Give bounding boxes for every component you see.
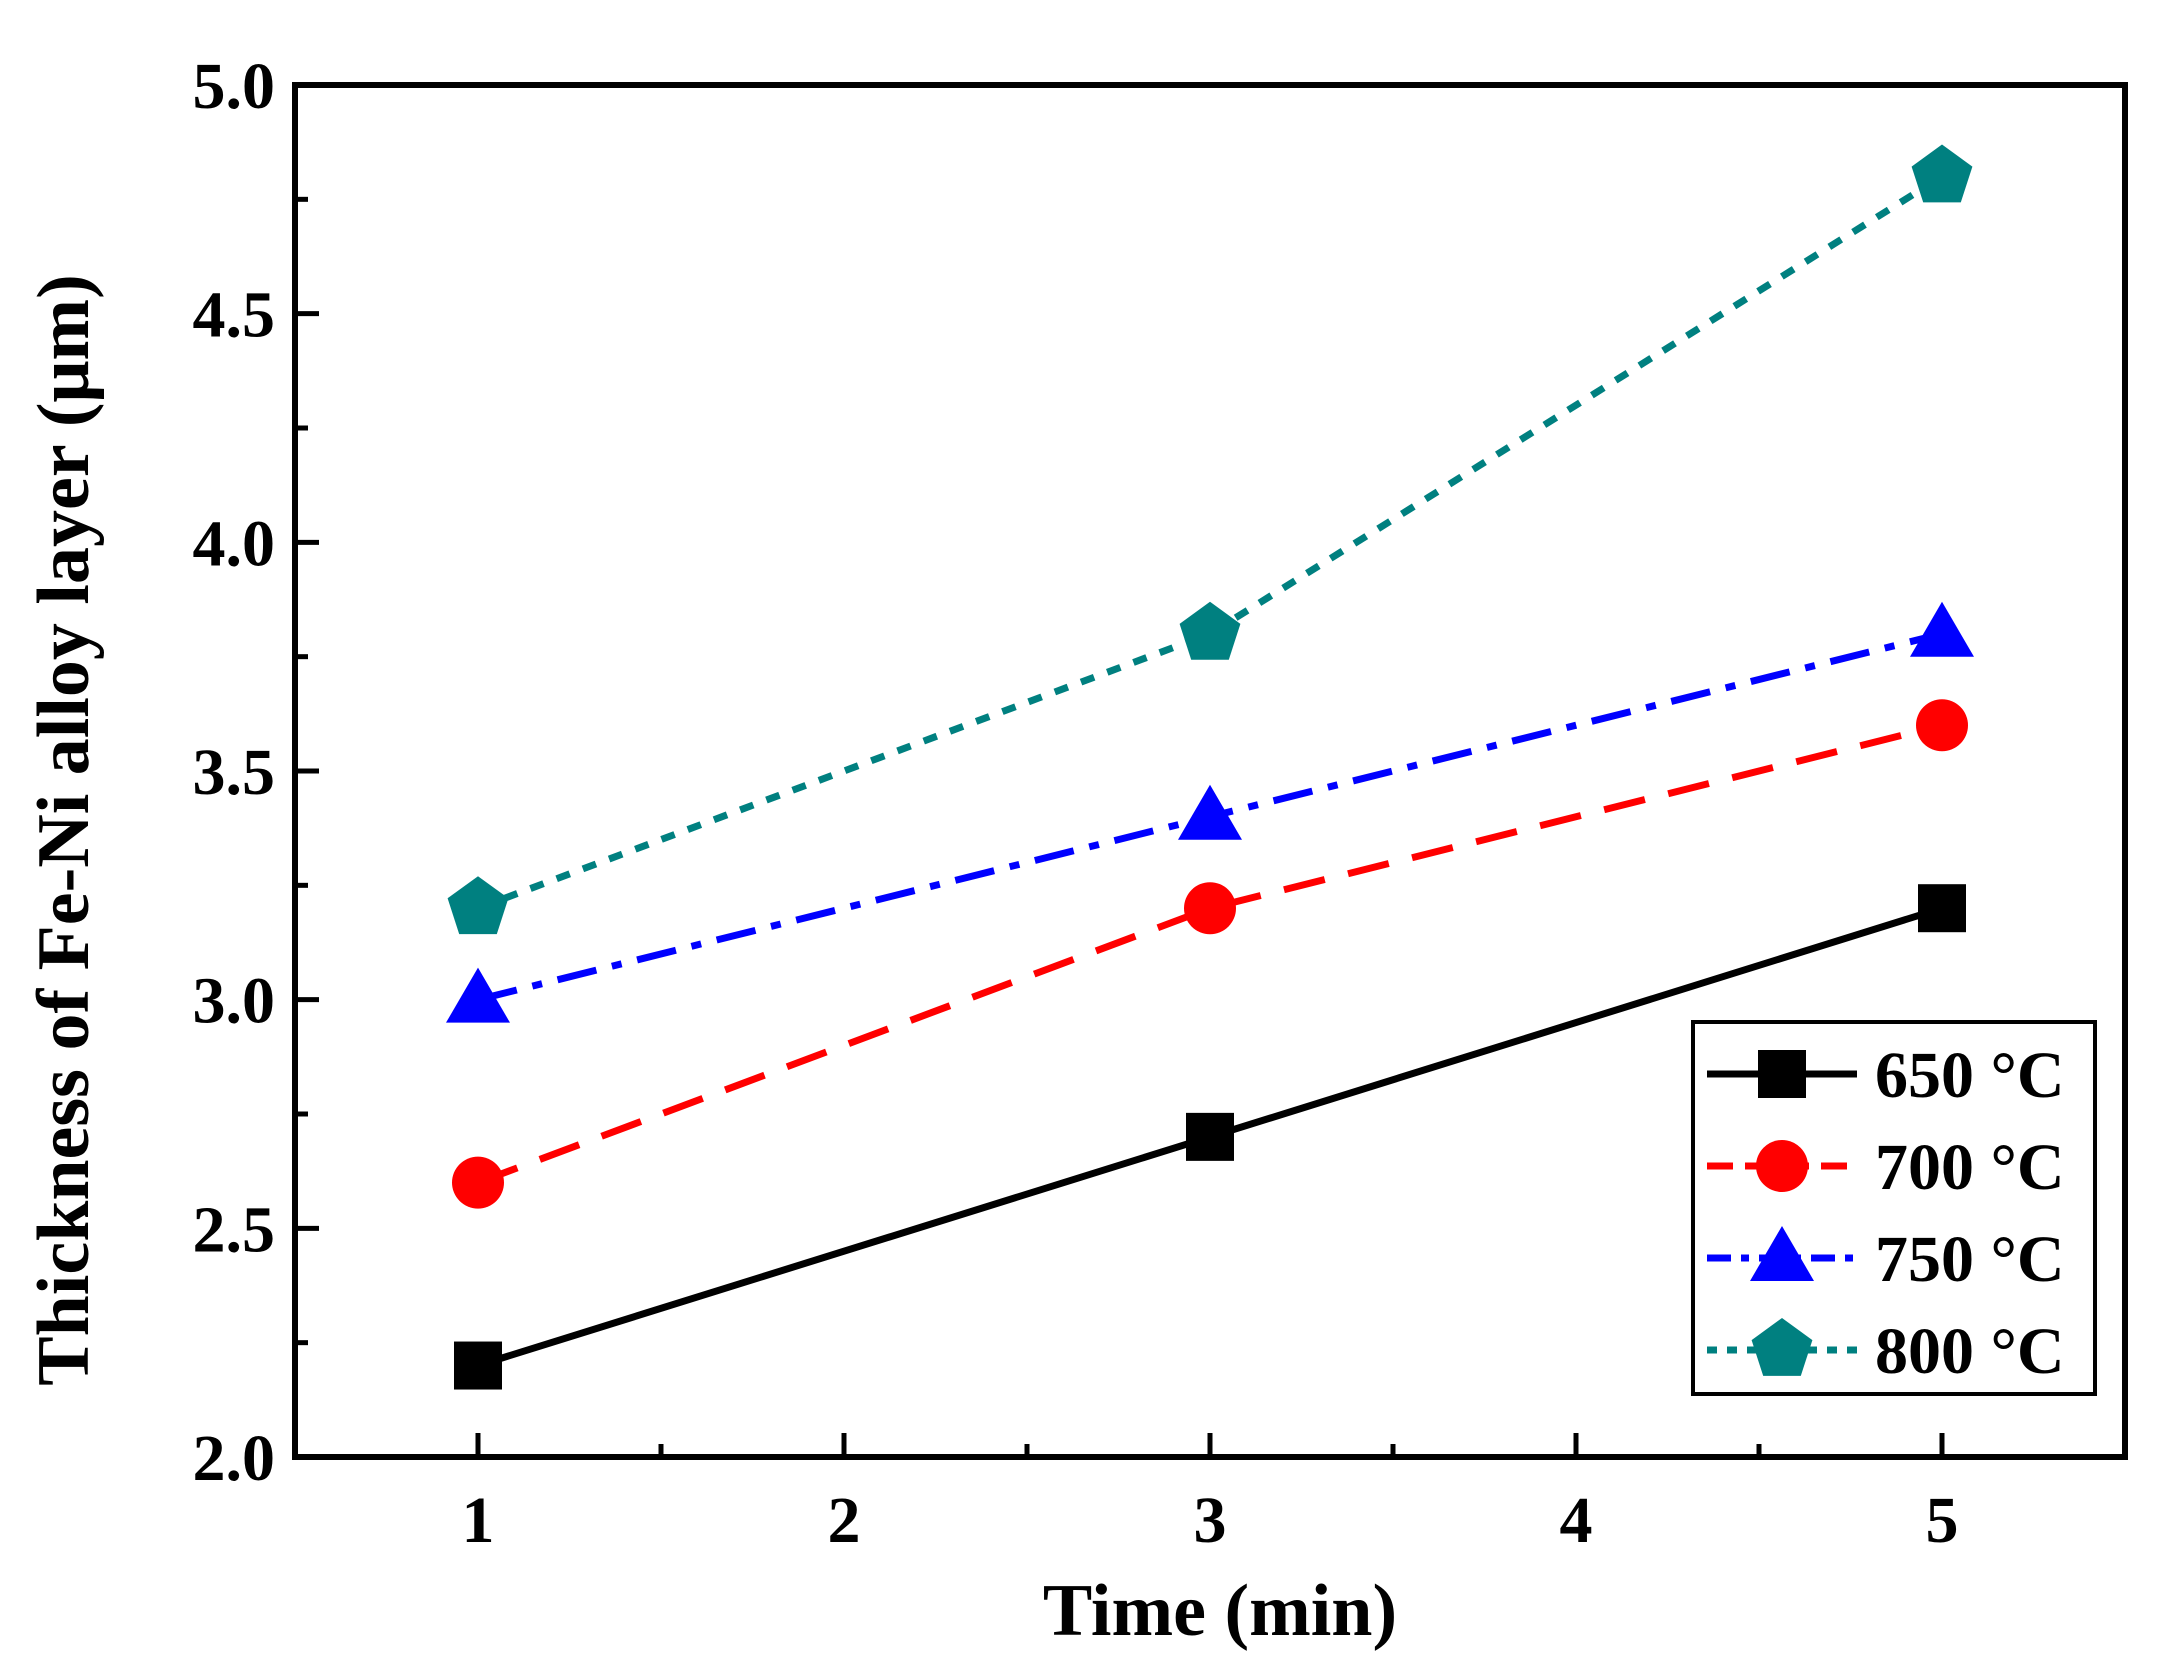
x-tick-label-2: 3 — [1194, 1484, 1227, 1557]
series-0 — [454, 884, 1966, 1390]
x-tick-label-4: 5 — [1926, 1484, 1959, 1557]
data-point-1-2 — [1916, 699, 1968, 752]
y-tick-label-2: 3.0 — [193, 965, 276, 1038]
legend-label-3: 800 °C — [1875, 1315, 2065, 1388]
y-tick-label-5: 4.5 — [193, 279, 276, 352]
legend-marker-0 — [1758, 1050, 1806, 1098]
data-point-3-0 — [447, 876, 509, 935]
legend-label-1: 700 °C — [1875, 1131, 2065, 1204]
legend-item-2: 750 °C — [1707, 1223, 2065, 1296]
data-point-3-1 — [1179, 601, 1241, 660]
series-3 — [447, 144, 1973, 935]
legend-item-3: 800 °C — [1707, 1315, 2065, 1388]
data-point-0-1 — [1186, 1112, 1234, 1161]
data-point-1-1 — [1184, 882, 1236, 935]
legend-marker-1 — [1756, 1140, 1808, 1192]
legend-label-2: 750 °C — [1875, 1223, 2065, 1296]
series-1 — [452, 699, 1968, 1209]
y-axis-title: Thickness of Fe-Ni alloy layer (μm) — [23, 274, 105, 1385]
data-point-0-0 — [454, 1341, 502, 1390]
legend-item-0: 650 °C — [1707, 1039, 2065, 1112]
series-2 — [446, 601, 1974, 1023]
series-line-3 — [476, 173, 1944, 912]
x-tick-label-1: 2 — [828, 1484, 861, 1557]
legend-label-0: 650 °C — [1875, 1039, 2065, 1112]
plot-area — [446, 144, 1974, 1390]
legend-marker-3 — [1751, 1318, 1813, 1376]
data-point-0-2 — [1918, 884, 1966, 933]
x-tick-label-3: 4 — [1560, 1484, 1593, 1557]
data-point-2-1 — [1178, 784, 1242, 840]
data-point-2-0 — [446, 967, 510, 1023]
x-tick-label-0: 1 — [462, 1484, 495, 1557]
series-line-1 — [476, 721, 1943, 1186]
y-tick-label-0: 2.0 — [193, 1422, 276, 1495]
y-tick-label-6: 5.0 — [193, 50, 276, 123]
x-axis-title: Time (min) — [1043, 1570, 1397, 1652]
data-point-1-0 — [452, 1156, 504, 1209]
y-tick-label-1: 2.5 — [193, 1193, 276, 1266]
legend-marker-2 — [1750, 1226, 1814, 1281]
legend-item-1: 700 °C — [1707, 1131, 2065, 1204]
legend: 650 °C 700 °C 750 °C 800 °C — [1691, 1020, 2097, 1396]
y-tick-label-4: 4.0 — [193, 507, 276, 580]
data-point-2-2 — [1910, 601, 1974, 657]
axes: 1 2 3 4 5 2.0 2.5 3.0 3.5 4.0 4.5 5.0 — [193, 50, 2128, 1557]
y-tick-label-3: 3.5 — [193, 736, 276, 809]
data-point-3-2 — [1911, 144, 1973, 203]
